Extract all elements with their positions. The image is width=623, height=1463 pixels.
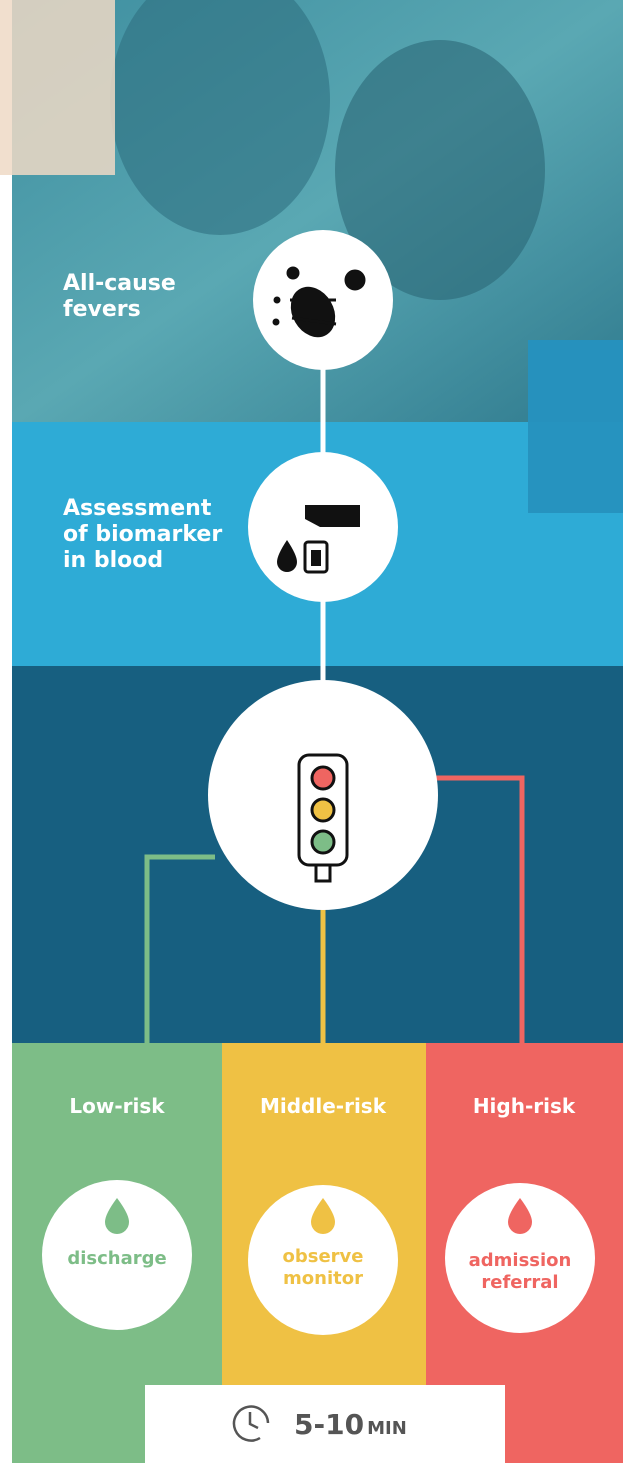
infographic: All-causefevers Assessmentof biomarkerin… (0, 0, 623, 1463)
risk-label: High-risk (473, 1094, 576, 1118)
decor-block (528, 422, 623, 513)
risk-label: Middle-risk (260, 1094, 387, 1118)
action-label: discharge (67, 1248, 166, 1269)
photo-corner (0, 0, 115, 175)
decision-circle (208, 680, 438, 910)
risk-label: Low-risk (69, 1094, 165, 1118)
